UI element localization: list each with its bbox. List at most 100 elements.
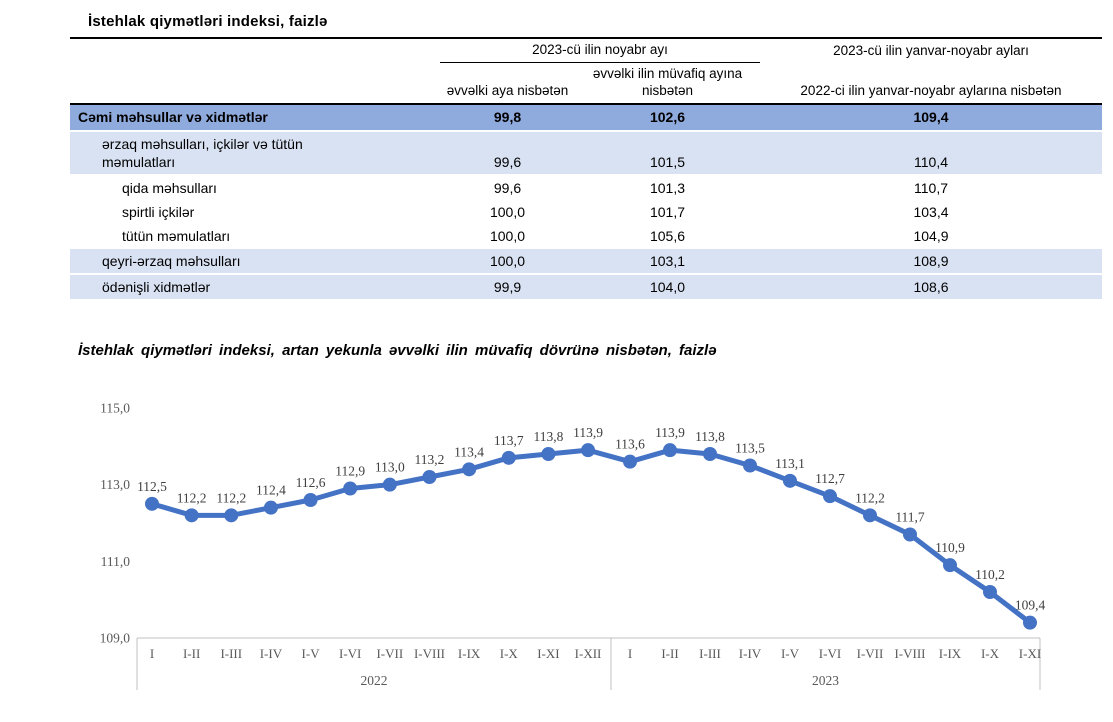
data-point-label: 111,7: [895, 510, 925, 525]
data-point-label: 113,1: [775, 456, 805, 471]
row-value: 100,0: [489, 252, 526, 269]
data-point-marker: [541, 447, 556, 461]
row-value: 103,4: [913, 204, 949, 221]
row-value: 105,6: [649, 228, 686, 245]
x-axis-month-label: I-IV: [260, 646, 283, 661]
cpi-line-chart: 115,0 113,0 111,0 109,0 I I-II I-III I-IV I-V I-V…: [0, 392, 1113, 722]
x-axis-month-label: I-XII: [575, 646, 602, 661]
data-point-label: 110,2: [975, 567, 1005, 582]
cpi-table: 2023-cü ilin noyabr ayı 2023-cü ilin yan…: [70, 39, 1102, 301]
row-value: 101,3: [649, 179, 686, 196]
data-point-label: 112,9: [335, 464, 365, 479]
row-value: 99,8: [493, 109, 522, 126]
row-value: 99,6: [493, 179, 522, 196]
table-row: tütün məmulatları 100,0 105,6 104,9: [70, 224, 1102, 249]
x-axis-month-label: I: [628, 646, 632, 661]
data-point-label: 113,4: [454, 444, 484, 459]
data-point-label: 113,8: [533, 429, 563, 444]
data-point-marker: [983, 585, 997, 599]
year-label: 2022: [361, 673, 388, 688]
data-point-marker: [863, 508, 877, 523]
data-point-marker: [623, 454, 637, 469]
data-point-marker: [501, 450, 516, 465]
table-row: spirtli içkilər 100,0 101,7 103,4: [70, 200, 1102, 225]
data-point-marker: [903, 527, 917, 542]
data-point-label: 110,9: [935, 540, 965, 555]
row-label: ərzaq məhsulları, içkilər və tütün məmula…: [102, 135, 303, 170]
trend-line: [149, 447, 1033, 626]
row-value: 100,0: [489, 204, 526, 221]
x-axis-month-label: I-III: [699, 646, 721, 661]
data-point-marker: [343, 481, 358, 496]
data-point-label: 112,2: [177, 490, 207, 505]
row-value: 110,4: [914, 153, 948, 170]
data-point-marker: [823, 489, 837, 504]
row-value: 103,1: [649, 252, 686, 269]
row-label: qida məhsulları: [122, 179, 217, 196]
data-point-label: 113,2: [415, 452, 445, 467]
x-axis-month-label: I-VI: [339, 646, 361, 661]
data-point-label: 113,7: [494, 433, 524, 448]
data-point-label: 113,0: [375, 460, 405, 475]
chart-title: İstehlak qiymətləri indeksi, artan yekun…: [78, 342, 717, 359]
data-point-marker: [382, 477, 397, 492]
row-value: 110,7: [914, 179, 948, 196]
y-axis-tick-label: 115,0: [100, 401, 130, 416]
row-value: 100,0: [489, 228, 526, 245]
x-axis-month-label: I-XI: [537, 646, 559, 661]
row-value: 104,9: [913, 228, 949, 245]
data-point-label: 112,4: [256, 483, 286, 498]
row-value: 99,9: [493, 278, 522, 295]
x-axis-month-label: I-IV: [739, 646, 762, 661]
row-value: 104,0: [649, 278, 686, 295]
table-row: ərzaq məhsulları, içkilər və tütün məmula…: [70, 130, 1102, 175]
data-point-label: 113,5: [735, 441, 765, 456]
row-value: 109,4: [913, 109, 949, 126]
data-point-label: 112,5: [137, 479, 167, 494]
row-value: 99,6: [493, 153, 522, 170]
data-point-label: 112,2: [855, 490, 885, 505]
row-label: tütün məmulatları: [122, 228, 231, 245]
data-point-label: 113,8: [695, 429, 725, 444]
row-label: spirtli içkilər: [122, 204, 195, 221]
x-axis-month-label: I-X: [981, 646, 1000, 661]
y-axis-tick-label: 109,0: [100, 631, 131, 646]
x-axis-month-label: I-VI: [819, 646, 841, 661]
data-point-marker: [422, 470, 437, 484]
data-point-label: 112,6: [296, 475, 326, 490]
data-point-marker: [263, 500, 278, 515]
header-sub-prev-year-period: 2022-ci ilin yanvar-noyabr aylarına nisb…: [760, 62, 1102, 106]
data-point-marker: [943, 558, 957, 573]
data-point-marker: [581, 443, 596, 458]
x-axis-month-label: I-V: [302, 646, 321, 661]
row-label: ödənişli xidmətlər: [102, 278, 211, 295]
x-axis-month-label: I: [150, 646, 154, 661]
data-point-marker: [462, 462, 477, 477]
x-axis-month-label: I-IX: [458, 646, 481, 661]
data-point-marker: [184, 508, 199, 523]
x-axis-month-label: I-IX: [939, 646, 962, 661]
data-point-marker: [1023, 615, 1037, 630]
x-axis-month-label: I-VIII: [414, 646, 445, 661]
data-point-marker: [303, 493, 318, 507]
y-axis-tick-label: 113,0: [100, 477, 130, 492]
table-row: ödənişli xidmətlər 99,9 104,0 108,6: [70, 273, 1102, 300]
data-point-marker: [743, 458, 757, 473]
row-label: qeyri-ərzaq məhsulları: [102, 252, 241, 269]
row-value: 108,6: [913, 278, 949, 295]
data-point-marker: [703, 447, 717, 461]
y-axis-tick-label: 111,0: [101, 554, 131, 569]
data-point-label: 112,2: [216, 490, 246, 505]
header-group-jan-nov: 2023-cü ilin yanvar-noyabr ayları: [833, 42, 1029, 58]
row-value: 108,9: [913, 252, 949, 269]
row-value: 101,5: [649, 153, 686, 170]
x-axis-month-label: I-VIII: [894, 646, 925, 661]
data-point-marker: [663, 443, 677, 458]
x-axis-month-label: I-VII: [376, 646, 403, 661]
table-row: qeyri-ərzaq məhsulları 100,0 103,1 108,9: [70, 248, 1102, 274]
header-sub-prev-year-month: əvvəlki ilin müvafiq ayına nisbətən: [575, 62, 760, 106]
data-point-label: 112,7: [815, 471, 845, 486]
table-title: İstehlak qiymətləri indeksi, faizlə: [70, 8, 1102, 39]
